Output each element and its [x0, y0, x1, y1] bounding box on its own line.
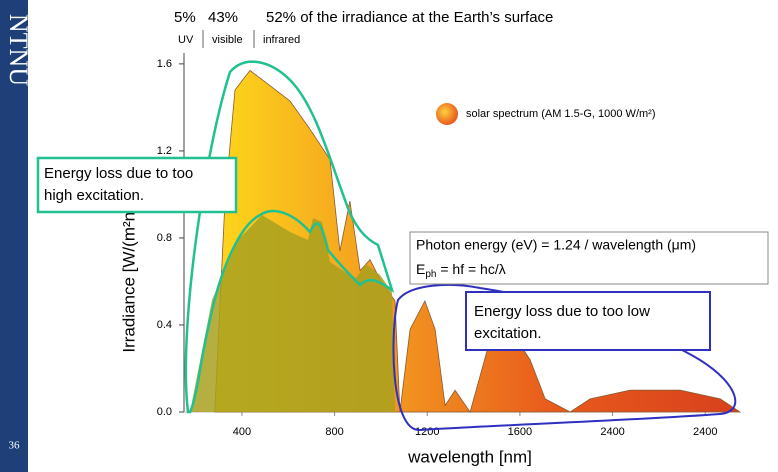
- x-tick-label: 400: [233, 426, 251, 438]
- legend-label: solar spectrum (AM 1.5-G, 1000 W/m²): [466, 108, 656, 120]
- annotation-text: Energy loss due to too low: [474, 303, 650, 320]
- x-tick-label: 1600: [508, 426, 532, 438]
- y-tick-label: 0.8: [157, 232, 172, 244]
- header-uv: UV: [178, 34, 194, 46]
- x-tick-label: 2400: [693, 426, 717, 438]
- formula-part: E: [416, 261, 425, 277]
- low-excitation-outline: [392, 283, 737, 432]
- formula-text: Eph = hf = hc/λ: [416, 261, 506, 280]
- x-tick-label: 2400: [600, 426, 624, 438]
- formula-box: [409, 231, 769, 285]
- header-visible-pct: 43%: [208, 9, 238, 26]
- annotation-text: Energy loss due to too: [44, 165, 193, 182]
- annotation-text: excitation.: [474, 325, 542, 342]
- header-uv-pct: 5%: [174, 9, 196, 26]
- y-axis-label: Irradiance [W/(m²nm)]: [119, 187, 138, 352]
- formula-part: = hf = hc/λ: [436, 261, 505, 277]
- header-visible: visible: [212, 34, 243, 46]
- x-axis-label: wavelength [nm]: [407, 447, 532, 466]
- y-tick-label: 0.4: [157, 319, 172, 331]
- annotation-text: high excitation.: [44, 187, 144, 204]
- x-tick-label: 800: [325, 426, 343, 438]
- annotation-box: [465, 291, 711, 351]
- annotation-box: [36, 156, 238, 214]
- legend-marker: [436, 103, 458, 125]
- header-infrared: infrared: [263, 34, 300, 46]
- y-tick-label: 1.6: [157, 58, 172, 70]
- y-tick-label: 1.2: [157, 145, 172, 157]
- high-excitation-outline: [184, 60, 395, 414]
- side-band: [0, 0, 28, 472]
- formula-text: Photon energy (eV) = 1.24 / wavelength (…: [416, 237, 696, 253]
- logo: NTNU: [4, 14, 33, 86]
- header-infrared-pct: 52% of the irradiance at the Earth’s sur…: [266, 9, 553, 26]
- absorbed-region: [190, 215, 395, 412]
- y-tick-label: 0.0: [157, 406, 172, 418]
- formula-part: ph: [425, 269, 436, 280]
- slide-number: 36: [9, 440, 21, 452]
- x-tick-label: 1200: [415, 426, 439, 438]
